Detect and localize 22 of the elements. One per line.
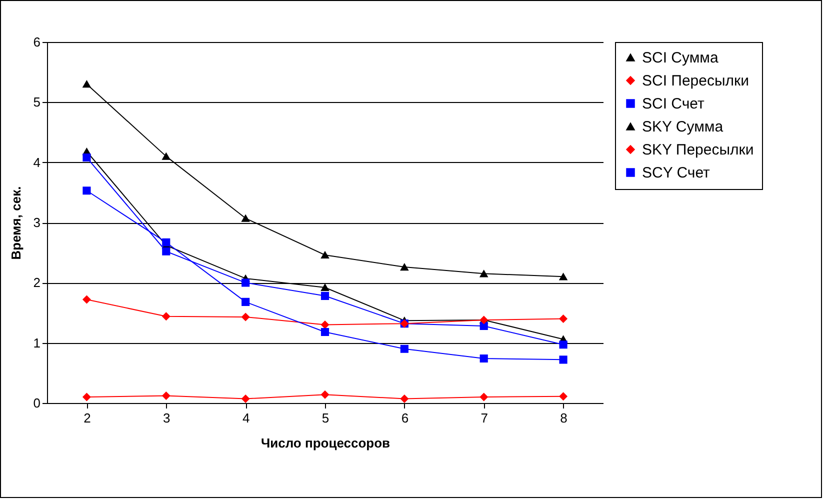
- x-tick-label: 8: [560, 410, 568, 426]
- x-tick-label: 7: [480, 410, 488, 426]
- legend-label: SCI Сумма: [642, 50, 719, 66]
- x-tick-label: 5: [322, 410, 330, 426]
- x-tick-label: 3: [163, 410, 170, 426]
- x-tick-label: 2: [84, 410, 91, 426]
- y-tick-label: 3: [33, 215, 40, 230]
- x-tick-label: 4: [242, 410, 250, 426]
- legend-label: SKY Сумма: [642, 118, 724, 136]
- y-tick-label: 5: [33, 94, 40, 110]
- legend-label: SCY Счет: [642, 164, 710, 182]
- y-tick-label: 6: [33, 34, 40, 50]
- legend-label: SCI Счет: [642, 96, 704, 112]
- y-tick-label: 4: [33, 154, 40, 170]
- legend-label: SCI Пересылки: [642, 72, 749, 90]
- y-tick-label: 1: [33, 335, 40, 350]
- legend-label: SKY Пересылки: [642, 142, 754, 158]
- y-axis-title: Время, сек.: [8, 186, 24, 260]
- y-tick-label: 0: [33, 396, 40, 410]
- x-axis-title: Число процессоров: [260, 436, 390, 450]
- x-tick-label: 6: [401, 410, 409, 426]
- y-tick-label: 2: [33, 275, 40, 290]
